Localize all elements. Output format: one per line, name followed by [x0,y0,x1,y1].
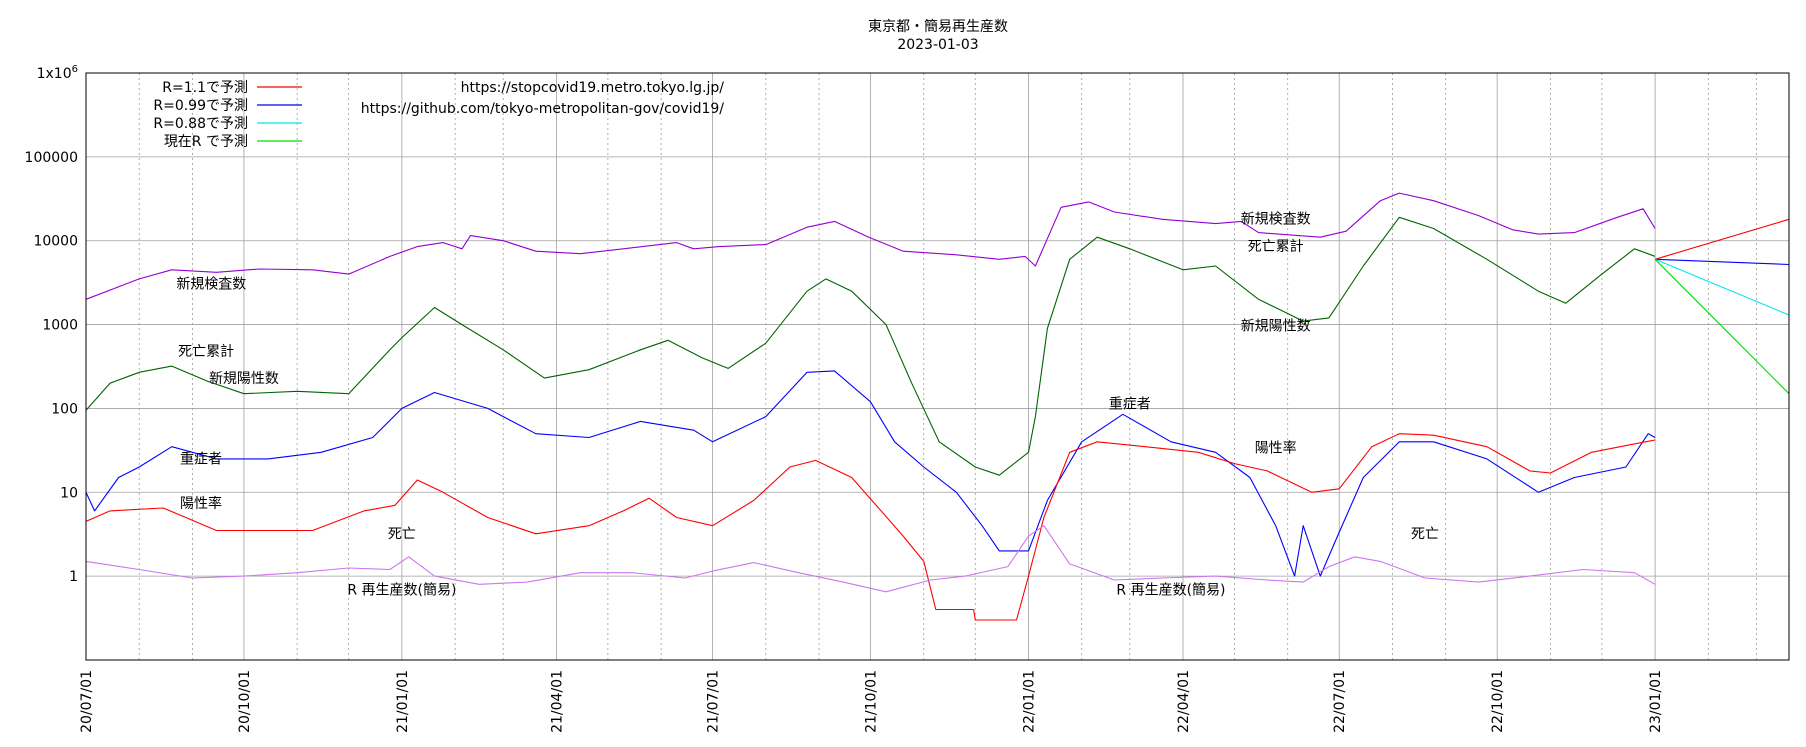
series-annotation: R 再生産数(簡易) [1116,583,1225,599]
series-annotation: 死亡累計 [178,344,234,360]
x-tick-label: 22/07/01 [1332,670,1348,733]
x-tick-label: 21/07/01 [706,670,722,733]
series-annotation: 死亡累計 [1248,239,1304,255]
x-tick-label: 20/07/01 [79,670,95,733]
series-annotation: R 再生産数(簡易) [347,583,456,599]
y-tick-label: 1000 [42,318,78,334]
x-tick-label: 23/01/01 [1648,670,1664,733]
forecast-line-1 [1654,218,1790,260]
series-annotation: 新規検査数 [176,276,246,292]
grid [85,73,1789,660]
series-line-2 [85,216,1656,476]
x-axis: 20/07/01 20/10/01 21/01/01 21/04/01 21/07/01… [79,670,1664,733]
y-tick-label: 100 [51,401,78,417]
source-url: https://stopcovid19.metro.tokyo.lg.jp/ [461,80,725,96]
x-tick-label: 22/10/01 [1490,670,1506,733]
y-tick-label: 10000 [33,234,78,250]
series-line-5 [85,525,1656,593]
series-annotation: 陽性率 [1255,439,1297,456]
y-tick-label: 10 [60,485,78,501]
legend-label: R=0.88で予測 [153,116,248,132]
x-tick-label: 22/01/01 [1021,670,1037,733]
series-annotation: 重症者 [180,452,222,468]
series-line-3 [85,370,1656,577]
y-tick-label-top: 1x106 [37,64,78,82]
series-annotation: 陽性率 [180,495,222,512]
x-tick-label: 21/04/01 [549,670,565,733]
forecast-line-3 [1654,258,1790,316]
legend-label: 現在R で予測 [164,134,248,150]
series-annotation: 死亡 [388,527,416,543]
legend-label: R=0.99で予測 [153,98,248,114]
x-tick-label: 22/04/01 [1176,670,1192,733]
y-tick-base: 1x10 [37,66,72,82]
legend-label: R=1.1で予測 [162,80,248,96]
y-axis: 1 10 100 1000 10000 100000 1x106 [25,64,78,585]
series-line-1 [85,192,1656,300]
y-tick-exponent: 6 [72,64,78,75]
source-urls: https://stopcovid19.metro.tokyo.lg.jp/ht… [361,80,725,117]
chart-title: 東京都・簡易再生産数 [868,19,1008,35]
y-tick-label: 100000 [25,150,78,166]
series-annotation: 新規陽性数 [1241,318,1311,334]
plot-frame [85,72,1790,661]
series-annotation: 新規検査数 [1241,212,1311,228]
series-annotation: 死亡 [1411,527,1439,543]
series-line-4 [85,433,1656,621]
series-annotation: 重症者 [1109,396,1151,412]
x-tick-label: 21/01/01 [395,670,411,733]
series-group [85,192,1790,621]
chart-subtitle: 2023-01-03 [897,37,978,53]
source-url: https://github.com/tokyo-metropolitan-go… [361,101,725,117]
forecast-line-2 [1655,258,1790,266]
x-tick-label: 21/10/01 [864,670,880,733]
series-annotation: 新規陽性数 [209,371,279,387]
forecast-line-4 [1654,258,1790,395]
y-tick-label: 1 [69,569,78,585]
x-tick-label: 20/10/01 [237,670,253,733]
